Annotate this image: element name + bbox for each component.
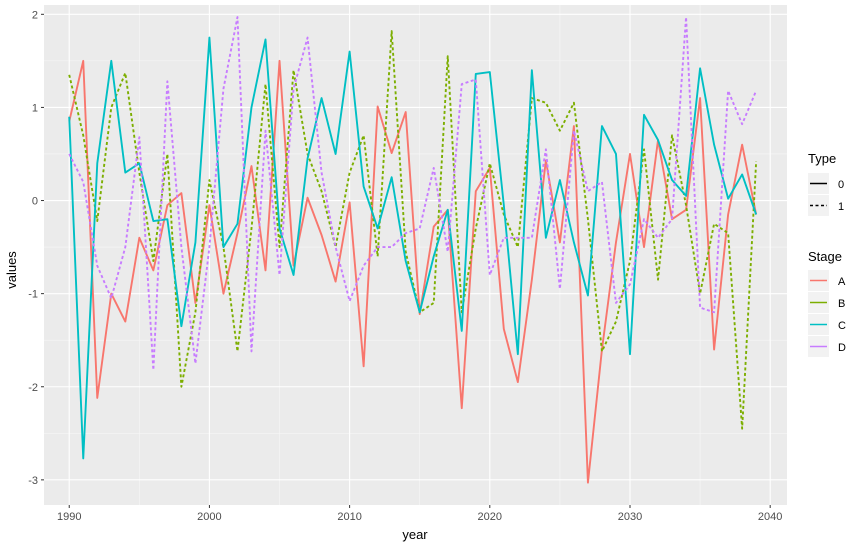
- legend-stage-title: Stage: [808, 249, 842, 264]
- legend-type-label-0: 0: [838, 179, 844, 191]
- y-axis-ticks: -3 -2 -1 0 1 2: [28, 9, 44, 487]
- legend-stage-label-a: A: [838, 276, 846, 288]
- series-line-d: [68, 16, 758, 371]
- legend-type-title: Type: [808, 151, 836, 166]
- y-tick-label: 0: [32, 196, 38, 208]
- x-axis-title: year: [402, 527, 428, 542]
- legend-type: Type 0 1: [808, 151, 844, 216]
- legend-stage-label-c: C: [838, 320, 846, 332]
- y-axis-title: values: [4, 251, 19, 289]
- legend-stage-label-d: D: [838, 342, 846, 354]
- x-tick-label: 1990: [57, 511, 81, 523]
- legend-stage: Stage A B C D: [808, 249, 846, 357]
- series-line-c: [68, 36, 758, 460]
- x-tick-label: 2010: [337, 511, 361, 523]
- legend-type-label-1: 1: [838, 201, 844, 213]
- y-tick-label: -1: [28, 289, 38, 301]
- y-tick-label: -3: [28, 475, 38, 487]
- x-axis-ticks: 1990 2000 2010 2020 2030 2040: [57, 505, 782, 523]
- x-tick-label: 2040: [758, 511, 782, 523]
- series-lines: [68, 16, 758, 484]
- x-tick-label: 2000: [197, 511, 221, 523]
- y-tick-label: 2: [32, 9, 38, 21]
- x-tick-label: 2030: [618, 511, 642, 523]
- minor-gridlines: [44, 5, 787, 505]
- x-tick-label: 2020: [478, 511, 502, 523]
- legend-stage-label-b: B: [838, 298, 845, 310]
- y-tick-label: 1: [32, 102, 38, 114]
- major-gridlines: [44, 5, 787, 505]
- y-tick-label: -2: [28, 382, 38, 394]
